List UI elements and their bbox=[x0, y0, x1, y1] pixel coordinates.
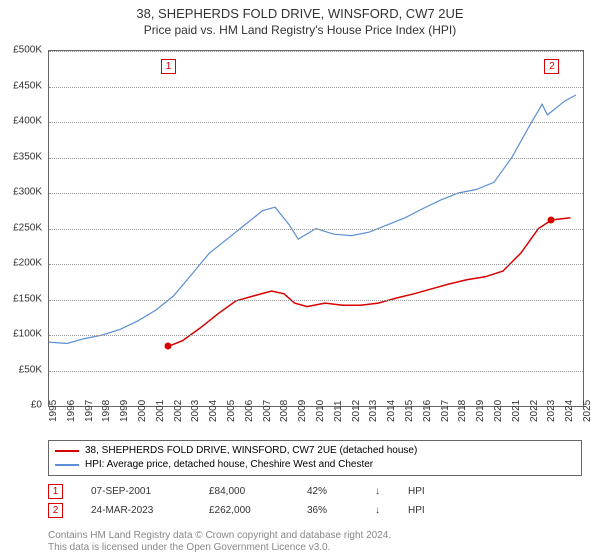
x-axis-label: 1996 bbox=[66, 400, 77, 422]
x-axis-label: 2016 bbox=[422, 400, 433, 422]
chart: 12 £0£50K£100K£150K£200K£250K£300K£350K£… bbox=[48, 50, 582, 405]
transaction-date: 07-SEP-2001 bbox=[91, 486, 181, 497]
transaction-marker: 1 bbox=[48, 484, 63, 499]
x-axis-label: 2017 bbox=[440, 400, 451, 422]
plot-area: 12 bbox=[48, 50, 584, 407]
transaction-table: 1 07-SEP-2001 £84,000 42% ↓ HPI 2 24-MAR-2023 £2… bbox=[48, 480, 582, 518]
y-axis-label: £500K bbox=[13, 45, 42, 56]
legend-item-hpi: HPI: Average price, detached house, Ches… bbox=[55, 458, 575, 472]
legend-swatch bbox=[55, 450, 79, 452]
legend-label: HPI: Average price, detached house, Ches… bbox=[85, 458, 373, 472]
x-axis-label: 2022 bbox=[529, 400, 540, 422]
y-axis-label: £50K bbox=[19, 364, 42, 375]
x-axis-label: 2011 bbox=[333, 400, 344, 422]
gridline bbox=[49, 229, 583, 230]
x-axis-label: 1995 bbox=[48, 400, 59, 422]
gridline bbox=[49, 335, 583, 336]
arrow-down-icon: ↓ bbox=[375, 505, 380, 516]
x-axis-label: 2007 bbox=[262, 400, 273, 422]
chart-title-address: 38, SHEPHERDS FOLD DRIVE, WINSFORD, CW7 … bbox=[0, 6, 600, 21]
x-axis-label: 2015 bbox=[404, 400, 415, 422]
transaction-pct: 42% bbox=[307, 486, 347, 497]
x-axis-label: 2005 bbox=[226, 400, 237, 422]
x-axis-label: 2019 bbox=[475, 400, 486, 422]
footer-line: Contains HM Land Registry data © Crown c… bbox=[48, 530, 391, 542]
x-axis-label: 2004 bbox=[208, 400, 219, 422]
arrow-down-icon: ↓ bbox=[375, 486, 380, 497]
transaction-row: 1 07-SEP-2001 £84,000 42% ↓ HPI bbox=[48, 484, 582, 499]
transaction-marker: 1 bbox=[161, 59, 176, 74]
x-axis-label: 2020 bbox=[493, 400, 504, 422]
x-axis-label: 2023 bbox=[546, 400, 557, 422]
legend: 38, SHEPHERDS FOLD DRIVE, WINSFORD, CW7 … bbox=[48, 440, 582, 476]
y-axis-label: £150K bbox=[13, 293, 42, 304]
legend-label: 38, SHEPHERDS FOLD DRIVE, WINSFORD, CW7 … bbox=[85, 444, 417, 458]
gridline bbox=[49, 87, 583, 88]
x-axis-label: 2000 bbox=[137, 400, 148, 422]
transaction-price: £262,000 bbox=[209, 505, 279, 516]
y-axis-label: £350K bbox=[13, 151, 42, 162]
x-axis-label: 2025 bbox=[582, 400, 593, 422]
gridline bbox=[49, 371, 583, 372]
x-axis-label: 2010 bbox=[315, 400, 326, 422]
y-axis-label: £400K bbox=[13, 116, 42, 127]
transaction-row: 2 24-MAR-2023 £262,000 36% ↓ HPI bbox=[48, 503, 582, 518]
x-axis-label: 2014 bbox=[386, 400, 397, 422]
x-axis-label: 2013 bbox=[368, 400, 379, 422]
chart-subtitle: Price paid vs. HM Land Registry's House … bbox=[0, 23, 600, 37]
x-axis-label: 2002 bbox=[173, 400, 184, 422]
transaction-marker: 2 bbox=[48, 503, 63, 518]
footer-line: This data is licensed under the Open Gov… bbox=[48, 542, 391, 554]
x-axis-label: 2009 bbox=[297, 400, 308, 422]
x-axis-label: 1998 bbox=[101, 400, 112, 422]
x-axis-label: 1997 bbox=[84, 400, 95, 422]
y-axis-label: £250K bbox=[13, 222, 42, 233]
y-axis-label: £100K bbox=[13, 329, 42, 340]
transaction-marker: 2 bbox=[544, 59, 559, 74]
y-axis-label: £0 bbox=[31, 400, 42, 411]
gridline bbox=[49, 51, 583, 52]
footer-attribution: Contains HM Land Registry data © Crown c… bbox=[48, 530, 391, 554]
x-axis-label: 2012 bbox=[351, 400, 362, 422]
y-axis-label: £300K bbox=[13, 187, 42, 198]
gridline bbox=[49, 158, 583, 159]
y-axis-label: £450K bbox=[13, 80, 42, 91]
x-axis-label: 2021 bbox=[511, 400, 522, 422]
x-axis-label: 2008 bbox=[279, 400, 290, 422]
transaction-compare: HPI bbox=[408, 486, 425, 497]
gridline bbox=[49, 300, 583, 301]
gridline bbox=[49, 193, 583, 194]
transaction-compare: HPI bbox=[408, 505, 425, 516]
x-axis-label: 1999 bbox=[119, 400, 130, 422]
x-axis-label: 2024 bbox=[564, 400, 575, 422]
legend-item-price: 38, SHEPHERDS FOLD DRIVE, WINSFORD, CW7 … bbox=[55, 444, 575, 458]
line-price-paid bbox=[168, 218, 570, 347]
transaction-date: 24-MAR-2023 bbox=[91, 505, 181, 516]
x-axis-label: 2006 bbox=[244, 400, 255, 422]
transaction-pct: 36% bbox=[307, 505, 347, 516]
x-axis-label: 2018 bbox=[457, 400, 468, 422]
x-axis-label: 2001 bbox=[155, 400, 166, 422]
gridline bbox=[49, 122, 583, 123]
gridline bbox=[49, 264, 583, 265]
legend-swatch bbox=[55, 464, 79, 466]
x-axis-label: 2003 bbox=[190, 400, 201, 422]
y-axis-label: £200K bbox=[13, 258, 42, 269]
transaction-price: £84,000 bbox=[209, 486, 279, 497]
transaction-dot bbox=[165, 343, 172, 350]
transaction-dot bbox=[548, 216, 555, 223]
